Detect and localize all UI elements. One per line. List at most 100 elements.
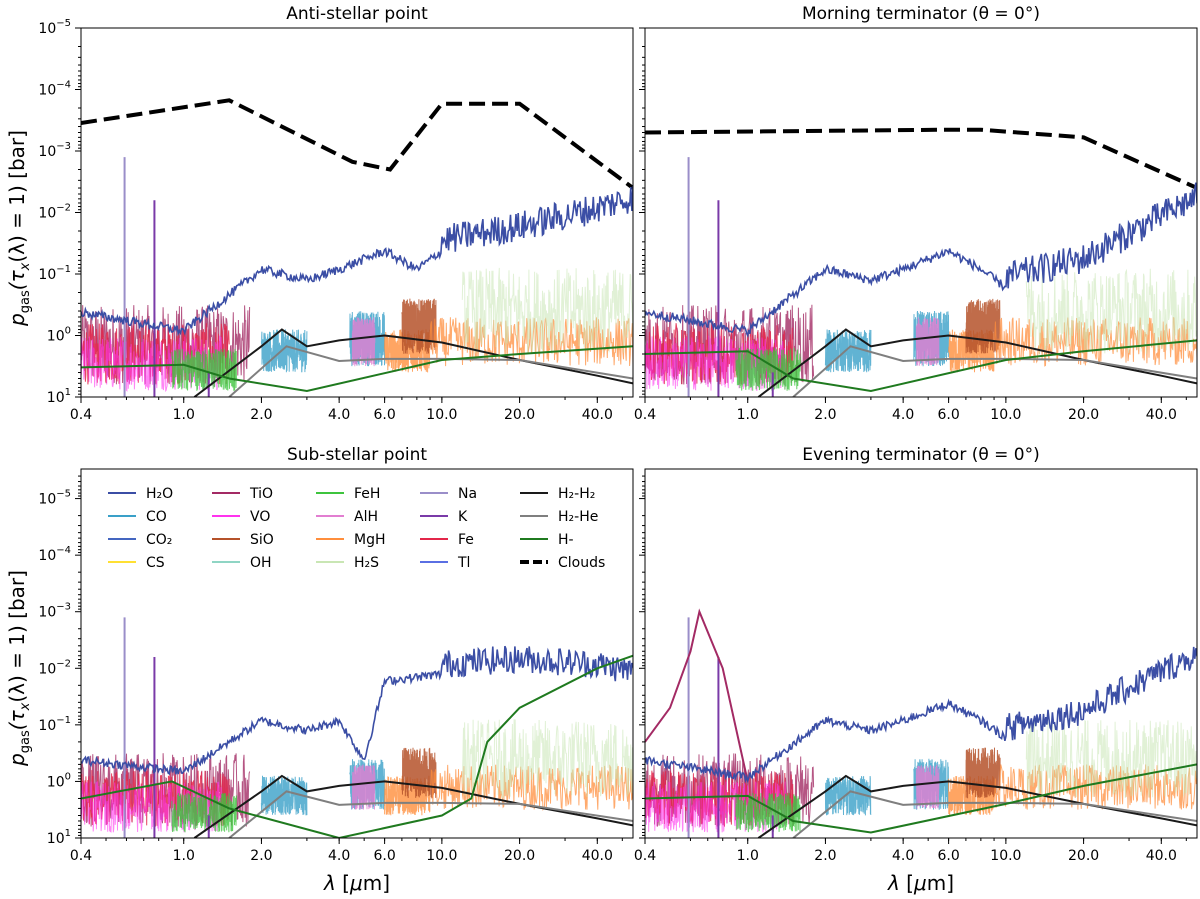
x-tick-label: 20.0: [504, 407, 535, 423]
x-tick-label: 4.0: [328, 407, 350, 423]
svg-text:Fe: Fe: [458, 532, 474, 548]
svg-text:SiO: SiO: [250, 532, 274, 548]
legend-item: CO: [108, 509, 167, 525]
legend-item: H₂-He: [520, 509, 598, 525]
x-tick-label: 2.0: [814, 407, 836, 423]
x-tick-label: 40.0: [582, 848, 613, 864]
svg-text:CO₂: CO₂: [146, 532, 172, 548]
y-tick-label: 101: [47, 828, 71, 847]
series-ho: [81, 645, 633, 776]
series-h: [645, 339, 1197, 393]
plot-area: [81, 98, 633, 397]
svg-text:Tl: Tl: [457, 555, 470, 571]
x-axis-label-right: λ [μm]: [887, 871, 954, 895]
x-tick-label: 6.0: [373, 407, 395, 423]
x-tick-label: 10.0: [426, 848, 457, 864]
y-tick-label: 10−5: [38, 489, 71, 508]
x-tick-label: 20.0: [504, 848, 535, 864]
legend-item: K: [420, 509, 468, 525]
x-tick-label: 4.0: [328, 848, 350, 864]
x-tick-label: 10.0: [426, 407, 457, 423]
svg-text:CS: CS: [146, 555, 165, 571]
svg-text:CO: CO: [146, 509, 167, 525]
legend-item: Fe: [420, 532, 474, 548]
svg-text:Na: Na: [458, 486, 477, 502]
x-tick-label: 6.0: [937, 407, 959, 423]
x-tick-label: 4.0: [892, 407, 914, 423]
legend-item: TiO: [212, 486, 273, 502]
axes-frame: [80, 468, 634, 839]
legend-item: VO: [212, 509, 270, 525]
svg-text:H₂S: H₂S: [354, 555, 379, 571]
series-hhe: [228, 345, 633, 397]
svg-text:TiO: TiO: [249, 486, 273, 502]
x-tick-label: 2.0: [250, 848, 272, 864]
y-tick-label: 100: [47, 326, 71, 345]
legend-item: SiO: [212, 532, 274, 548]
x-tick-label: 4.0: [892, 848, 914, 864]
svg-text:H-: H-: [558, 532, 574, 548]
legend-item: H₂O: [108, 486, 173, 502]
series-hh: [193, 774, 633, 838]
y-tick-label: 10−1: [38, 264, 71, 283]
x-tick-label: 0.4: [634, 407, 656, 423]
svg-text:OH: OH: [250, 555, 272, 571]
legend-item: Tl: [420, 555, 470, 571]
legend: H₂O CO CO₂ CS TiO VO SiO OH FeH AlH MgH H₂S Na K Fe Tl H…: [108, 486, 605, 571]
series-ho: [81, 185, 633, 337]
legend-item: H-: [520, 532, 574, 548]
x-tick-label: 0.4: [634, 848, 656, 864]
panel-title: Morning terminator (θ = 0°): [802, 4, 1040, 24]
series-clouds: [81, 98, 633, 190]
legend-item: H₂-H₂: [520, 486, 595, 502]
legend-item: Na: [420, 486, 477, 502]
series-h: [81, 654, 633, 838]
y-axis-label-top: pgas(τx(λ) = 1) [bar]: [5, 130, 33, 327]
plot-area: [645, 608, 1197, 838]
x-tick-label: 10.0: [990, 848, 1021, 864]
x-axis-label-left: λ [μm]: [323, 871, 390, 895]
svg-text:Clouds: Clouds: [558, 555, 605, 571]
x-tick-label: 0.4: [70, 848, 92, 864]
y-tick-label: 101: [47, 387, 71, 406]
y-tick-label: 10−4: [38, 545, 71, 564]
x-tick-label: 20.0: [1068, 848, 1099, 864]
panel-2: Morning terminator (θ = 0°) 0.4 1.0 2.0 4.0 6…: [634, 4, 1198, 423]
legend-item: AlH: [316, 509, 378, 525]
svg-text:K: K: [458, 509, 468, 525]
x-tick-label: 1.0: [737, 407, 759, 423]
series-clouds: [645, 127, 1197, 190]
x-tick-label: 40.0: [582, 407, 613, 423]
y-tick-label: 10−3: [38, 141, 71, 160]
series-hh: [193, 328, 633, 397]
x-tick-label: 0.4: [70, 407, 92, 423]
svg-text:H₂-H₂: H₂-H₂: [558, 486, 595, 502]
panel-title: Evening terminator (θ = 0°): [802, 445, 1040, 465]
y-tick-label: 100: [47, 771, 71, 790]
svg-text:FeH: FeH: [354, 486, 380, 502]
y-tick-label: 10−3: [38, 602, 71, 621]
y-tick-label: 10−2: [38, 203, 71, 222]
y-tick-label: 10−1: [38, 715, 71, 734]
legend-item: FeH: [316, 486, 380, 502]
series-hhe: [792, 345, 1197, 397]
x-tick-label: 6.0: [937, 848, 959, 864]
legend-item: CS: [108, 555, 165, 571]
x-tick-label: 2.0: [814, 848, 836, 864]
axes-frame: [644, 468, 1198, 839]
y-tick-label: 10−2: [38, 658, 71, 677]
plot-area: [645, 127, 1197, 397]
x-tick-label: 6.0: [373, 848, 395, 864]
legend-item: CO₂: [108, 532, 172, 548]
series-hh: [757, 774, 1197, 838]
legend-item: MgH: [316, 532, 386, 548]
series-h: [81, 345, 633, 393]
legend-item: OH: [212, 555, 272, 571]
series-ho: [645, 646, 1197, 784]
x-tick-label: 1.0: [737, 848, 759, 864]
svg-text:VO: VO: [250, 509, 270, 525]
y-axis-label-bottom: pgas(τx(λ) = 1) [bar]: [5, 570, 33, 767]
series-hhe: [228, 790, 633, 838]
panel-title: Sub-stellar point: [287, 445, 427, 465]
